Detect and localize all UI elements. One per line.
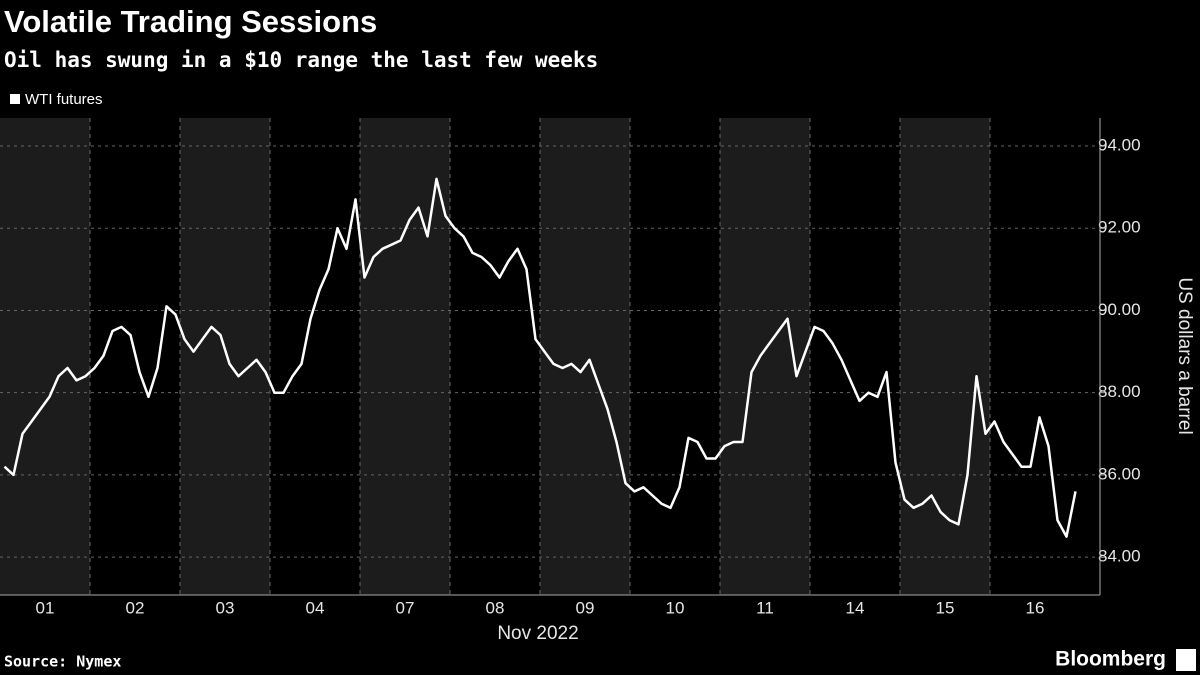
x-tick-label: 07	[396, 598, 415, 617]
x-tick-label: 09	[576, 598, 595, 617]
x-axis-title: Nov 2022	[497, 623, 578, 644]
session-band	[540, 118, 630, 595]
session-band	[900, 118, 990, 595]
logo-icon	[1176, 649, 1196, 671]
x-tick-label: 01	[36, 598, 55, 617]
x-tick-label: 04	[306, 598, 325, 617]
y-tick-label: 94.00	[1098, 135, 1141, 154]
source: Source: Nymex	[4, 653, 121, 671]
y-tick-label: 86.00	[1098, 464, 1141, 483]
x-tick-label: 11	[756, 598, 774, 617]
chart-subtitle: Oil has swung in a $10 range the last fe…	[4, 48, 598, 72]
logo: Bloomberg	[1055, 648, 1166, 671]
session-band	[720, 118, 810, 595]
x-tick-label: 10	[666, 598, 685, 617]
y-tick-label: 92.00	[1098, 218, 1141, 237]
legend-label: WTI futures	[25, 91, 103, 108]
x-tick-label: 08	[486, 598, 505, 617]
x-tick-label: 15	[936, 598, 955, 617]
chart-title: Volatile Trading Sessions	[4, 4, 377, 39]
legend-swatch	[10, 94, 20, 104]
plot-area	[0, 118, 1100, 595]
x-tick-label: 02	[126, 598, 145, 617]
y-axis-title: US dollars a barrel	[1174, 277, 1195, 434]
x-tick-label: 16	[1026, 598, 1045, 617]
session-band	[180, 118, 270, 595]
x-tick-label: 03	[216, 598, 235, 617]
y-tick-label: 90.00	[1098, 300, 1141, 319]
session-band	[0, 118, 90, 595]
y-tick-label: 84.00	[1098, 547, 1141, 566]
x-tick-label: 14	[846, 598, 865, 617]
price-line	[3, 177, 1077, 538]
y-tick-label: 88.00	[1098, 382, 1141, 401]
session-band	[360, 118, 450, 595]
